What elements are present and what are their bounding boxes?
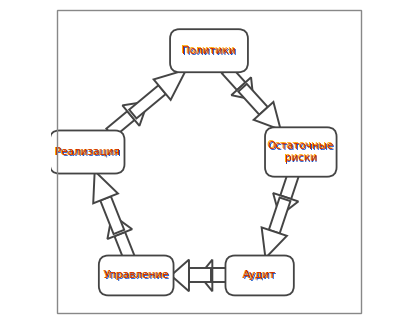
Text: Управление: Управление xyxy=(102,269,168,279)
Text: Остаточные
риски: Остаточные риски xyxy=(268,141,334,163)
Text: Политики: Политики xyxy=(181,45,235,55)
Polygon shape xyxy=(129,85,166,119)
FancyBboxPatch shape xyxy=(99,255,173,296)
Polygon shape xyxy=(262,227,287,258)
Text: Аудит: Аудит xyxy=(243,270,276,280)
Polygon shape xyxy=(93,171,118,203)
FancyBboxPatch shape xyxy=(50,130,125,173)
Polygon shape xyxy=(231,77,253,100)
Text: Политики: Политики xyxy=(182,46,236,56)
Polygon shape xyxy=(238,84,268,115)
Polygon shape xyxy=(115,232,135,260)
FancyBboxPatch shape xyxy=(265,127,336,177)
Polygon shape xyxy=(280,172,299,199)
Polygon shape xyxy=(106,111,135,137)
Polygon shape xyxy=(100,196,124,234)
Polygon shape xyxy=(171,260,189,291)
Text: Реализация: Реализация xyxy=(54,146,119,156)
Polygon shape xyxy=(269,198,291,234)
Polygon shape xyxy=(199,260,212,291)
Polygon shape xyxy=(222,66,245,90)
Polygon shape xyxy=(122,101,148,126)
Text: Реализация: Реализация xyxy=(56,148,120,158)
Text: Аудит: Аудит xyxy=(242,269,275,279)
Text: Политики: Политики xyxy=(183,47,237,57)
FancyBboxPatch shape xyxy=(225,255,294,296)
Polygon shape xyxy=(189,268,211,282)
Text: Остаточные
риски: Остаточные риски xyxy=(268,142,335,164)
Polygon shape xyxy=(107,214,132,239)
Polygon shape xyxy=(154,70,186,100)
Text: Остаточные
риски: Остаточные риски xyxy=(267,140,333,162)
Polygon shape xyxy=(273,193,298,216)
Polygon shape xyxy=(212,268,228,282)
Text: Аудит: Аудит xyxy=(244,271,277,281)
FancyBboxPatch shape xyxy=(170,29,248,72)
Text: Управление: Управление xyxy=(103,270,169,280)
Text: Реализация: Реализация xyxy=(55,147,120,157)
Polygon shape xyxy=(254,102,281,130)
Text: Управление: Управление xyxy=(104,271,170,281)
